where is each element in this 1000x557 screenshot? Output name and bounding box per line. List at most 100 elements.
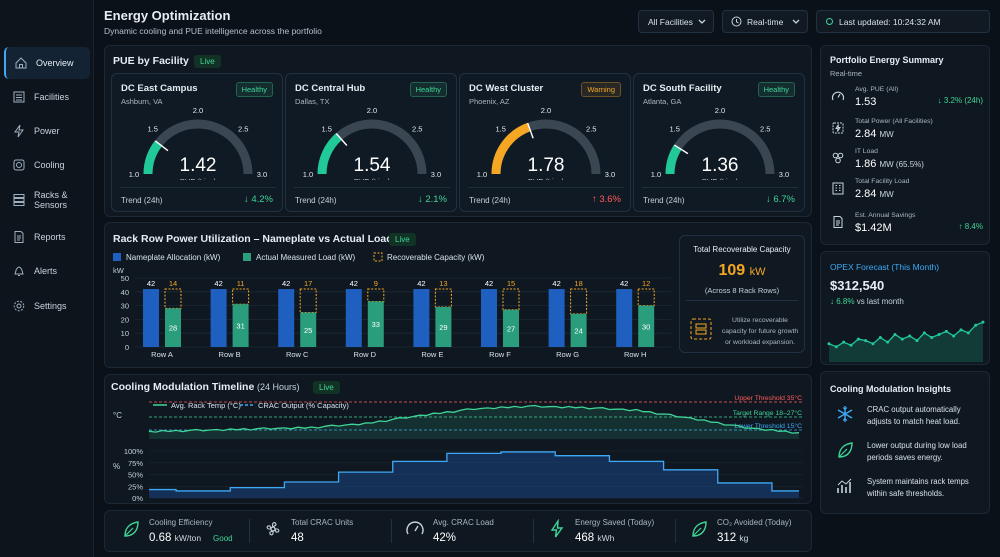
power-icon — [832, 122, 844, 134]
pue-gauge: 1.0 1.5 2.0 2.5 3.0 1.78PUE (Live) — [477, 106, 615, 180]
facility-card[interactable]: DC West Cluster Phoenix, AZ Warning 1.0 1… — [459, 73, 631, 212]
opex-point — [849, 343, 853, 347]
status-badge: Healthy — [757, 82, 795, 97]
opex-point — [922, 331, 926, 335]
sidebar-item-settings[interactable]: Settings — [4, 290, 90, 322]
nameplate-bar — [345, 289, 362, 347]
sidebar-item-alerts[interactable]: Alerts — [4, 255, 90, 287]
nameplate-label: 42 — [214, 279, 222, 288]
sidebar-item-reports[interactable]: Reports — [4, 221, 90, 253]
actual-bar — [367, 301, 384, 347]
actual-label: 27 — [507, 324, 515, 333]
threshold-label: Lower Threshold 15°C — [734, 422, 802, 430]
facility-card[interactable]: DC Central Hub Dallas, TX Healthy 1.0 1.5… — [285, 73, 457, 212]
trend-value: ↑ 3.6% — [591, 194, 621, 205]
y-tick-label: 40 — [121, 288, 129, 297]
insight-item: Lower output during low load periods save… — [833, 438, 985, 468]
opex-point — [952, 334, 956, 338]
actual-label: 33 — [372, 320, 380, 329]
leaf-icon — [124, 521, 139, 537]
opex-point — [915, 339, 919, 343]
sidebar-item-facilities[interactable]: Facilities — [4, 81, 90, 113]
facility-name: DC West Cluster — [469, 83, 544, 94]
facility-card[interactable]: DC South Facility Atlanta, GA Healthy 1.… — [633, 73, 805, 212]
x-tick-label: Row C — [286, 350, 309, 359]
unit-pct: % — [113, 462, 120, 471]
trend-value: ↓ 2.1% — [417, 194, 447, 205]
server-icon — [832, 152, 844, 164]
recoverable-card: Total Recoverable Capacity 109 kW (Acros… — [679, 235, 805, 353]
building-icon — [832, 182, 844, 195]
recoverable-bar — [164, 288, 182, 309]
opex-delta: ↓ 6.8% vs last month — [830, 297, 904, 306]
sidebar: Overview Facilities Power Cooling Racks … — [0, 0, 94, 557]
gauge-fill — [491, 122, 531, 175]
facility-name: DC Central Hub — [295, 83, 366, 94]
summary-value: 2.84 MW — [855, 188, 894, 200]
cooling-panel: Cooling Modulation Timeline (24 Hours) L… — [104, 374, 812, 504]
bolt-icon — [14, 124, 24, 138]
x-tick-label: Row G — [556, 350, 579, 359]
kpi-value: 42% — [433, 532, 457, 544]
facility-card[interactable]: DC East Campus Ashburn, VA Healthy 1.0 1.… — [111, 73, 283, 212]
gauge-needle — [674, 144, 689, 155]
gauge-fill — [317, 133, 343, 175]
trend-label: Trend (24h) — [295, 196, 337, 205]
divider — [533, 519, 534, 543]
pue-caption: PUE (Live) — [702, 177, 739, 180]
rack-panel: Rack Row Power Utilization – Nameplate v… — [104, 222, 812, 368]
gauge-tick-label: 2.0 — [541, 106, 551, 115]
divider — [675, 519, 676, 543]
actual-label: 28 — [169, 324, 177, 333]
sidebar-item-label: Cooling — [34, 160, 65, 170]
unit-c: °C — [113, 411, 122, 420]
kpi-value: 0.68 kW/ton Good — [149, 532, 233, 544]
recoverable-bar — [570, 288, 588, 315]
opex-point — [864, 339, 868, 343]
sidebar-item-cooling[interactable]: Cooling — [4, 149, 90, 181]
facility-location: Atlanta, GA — [643, 97, 682, 106]
actual-label: 29 — [439, 323, 447, 332]
time-select[interactable]: Real-time — [722, 10, 808, 33]
divider — [249, 519, 250, 543]
divider — [391, 519, 392, 543]
sidebar-item-overview[interactable]: Overview — [4, 47, 90, 79]
insight-text: Lower output during low load periods save… — [867, 441, 967, 462]
recoverable-note: Utilize recoverable capacity for future g… — [721, 317, 799, 346]
threshold-label: Upper Threshold 35°C — [734, 394, 802, 402]
pue-caption: PUE (Live) — [354, 177, 391, 180]
gauge-tick-label: 3.0 — [779, 170, 789, 179]
gauge-tick-label: 1.5 — [670, 125, 680, 134]
gauge-fill — [665, 144, 682, 175]
sidebar-item-label: Racks & Sensors — [34, 190, 68, 210]
legend-label: Avg. Rack Temp (°C) — [171, 401, 241, 410]
insight-item: CRAC output automatically adjusts to matc… — [833, 402, 985, 432]
opex-point — [981, 320, 985, 324]
sidebar-item-racks[interactable]: Racks & Sensors — [4, 184, 90, 216]
nameplate-label: 42 — [620, 279, 628, 288]
nameplate-label: 42 — [147, 279, 155, 288]
gauge-tick-label: 1.0 — [129, 170, 139, 179]
actual-bar — [503, 309, 519, 347]
nameplate-bar — [278, 289, 295, 347]
status-badge: Warning — [581, 82, 621, 97]
bell-icon — [14, 266, 24, 276]
summary-label: Total Power (All Facilities) — [855, 118, 933, 125]
threshold-label: Target Range 18–27°C — [733, 409, 802, 417]
opex-point — [827, 342, 831, 346]
home-icon — [15, 57, 27, 69]
summary-label: Est. Annual Savings — [855, 212, 916, 219]
trend-label: Trend (24h) — [121, 196, 163, 205]
gauge-tick-label: 2.0 — [715, 106, 725, 115]
sidebar-item-power[interactable]: Power — [4, 115, 90, 147]
racks-icon — [13, 194, 25, 206]
gauge-tick-label: 2.5 — [586, 125, 596, 134]
kpi-label: CO₂ Avoided (Today) — [717, 518, 792, 527]
gauge-tick-label: 3.0 — [257, 170, 267, 179]
opex-point — [886, 340, 890, 344]
legend-label: Actual Measured Load (kW) — [256, 253, 355, 262]
gauge-needle — [335, 133, 348, 146]
x-tick-label: Row A — [151, 350, 173, 359]
summary-sub: Real-time — [830, 69, 863, 78]
facility-select[interactable]: All Facilities — [638, 10, 714, 33]
